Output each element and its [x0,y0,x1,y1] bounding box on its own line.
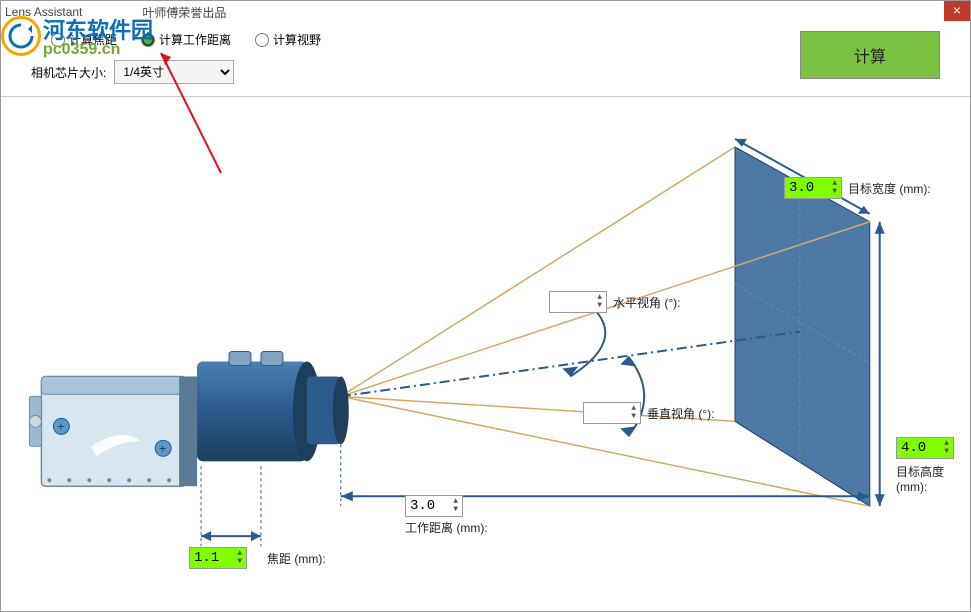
diagram-area: + + [1,96,970,596]
author-text: 叶师傅荣誉出品 [142,4,226,21]
annotation-arrow [151,43,231,183]
svg-text:+: + [159,441,166,455]
input-work-dist[interactable]: 3.0▲▼ 工作距离 (mm): [405,495,488,536]
input-focal-len[interactable]: 1.1▲▼ 焦距 (mm): [189,547,326,569]
watermark-brand: 河东软件园 [43,18,153,43]
radio-fov[interactable]: 计算视野 [255,31,321,48]
watermark-sub: pc0359.cn [43,41,153,59]
input-h-angle[interactable]: ▲▼ 水平视角 (°): [549,291,680,313]
chip-label: 相机芯片大小: [31,64,106,81]
camera-illustration: + + [29,351,348,486]
watermark: 河东软件园 pc0359.cn [1,13,153,59]
close-button[interactable]: × [944,1,970,21]
svg-text:+: + [57,419,64,433]
calculate-button[interactable]: 计算 [800,31,940,79]
input-v-angle[interactable]: ▲▼ 垂直视角 (°): [583,402,714,424]
input-target-width[interactable]: 3.0▲▼ 目标宽度 (mm): [784,177,931,199]
watermark-logo-icon [1,16,41,56]
input-target-height[interactable]: 4.0▲▼ 目标高度(mm): [896,437,956,494]
app-window: Lens Assistant 叶师傅荣誉出品 × 河东软件园 pc0359.cn… [0,0,971,612]
